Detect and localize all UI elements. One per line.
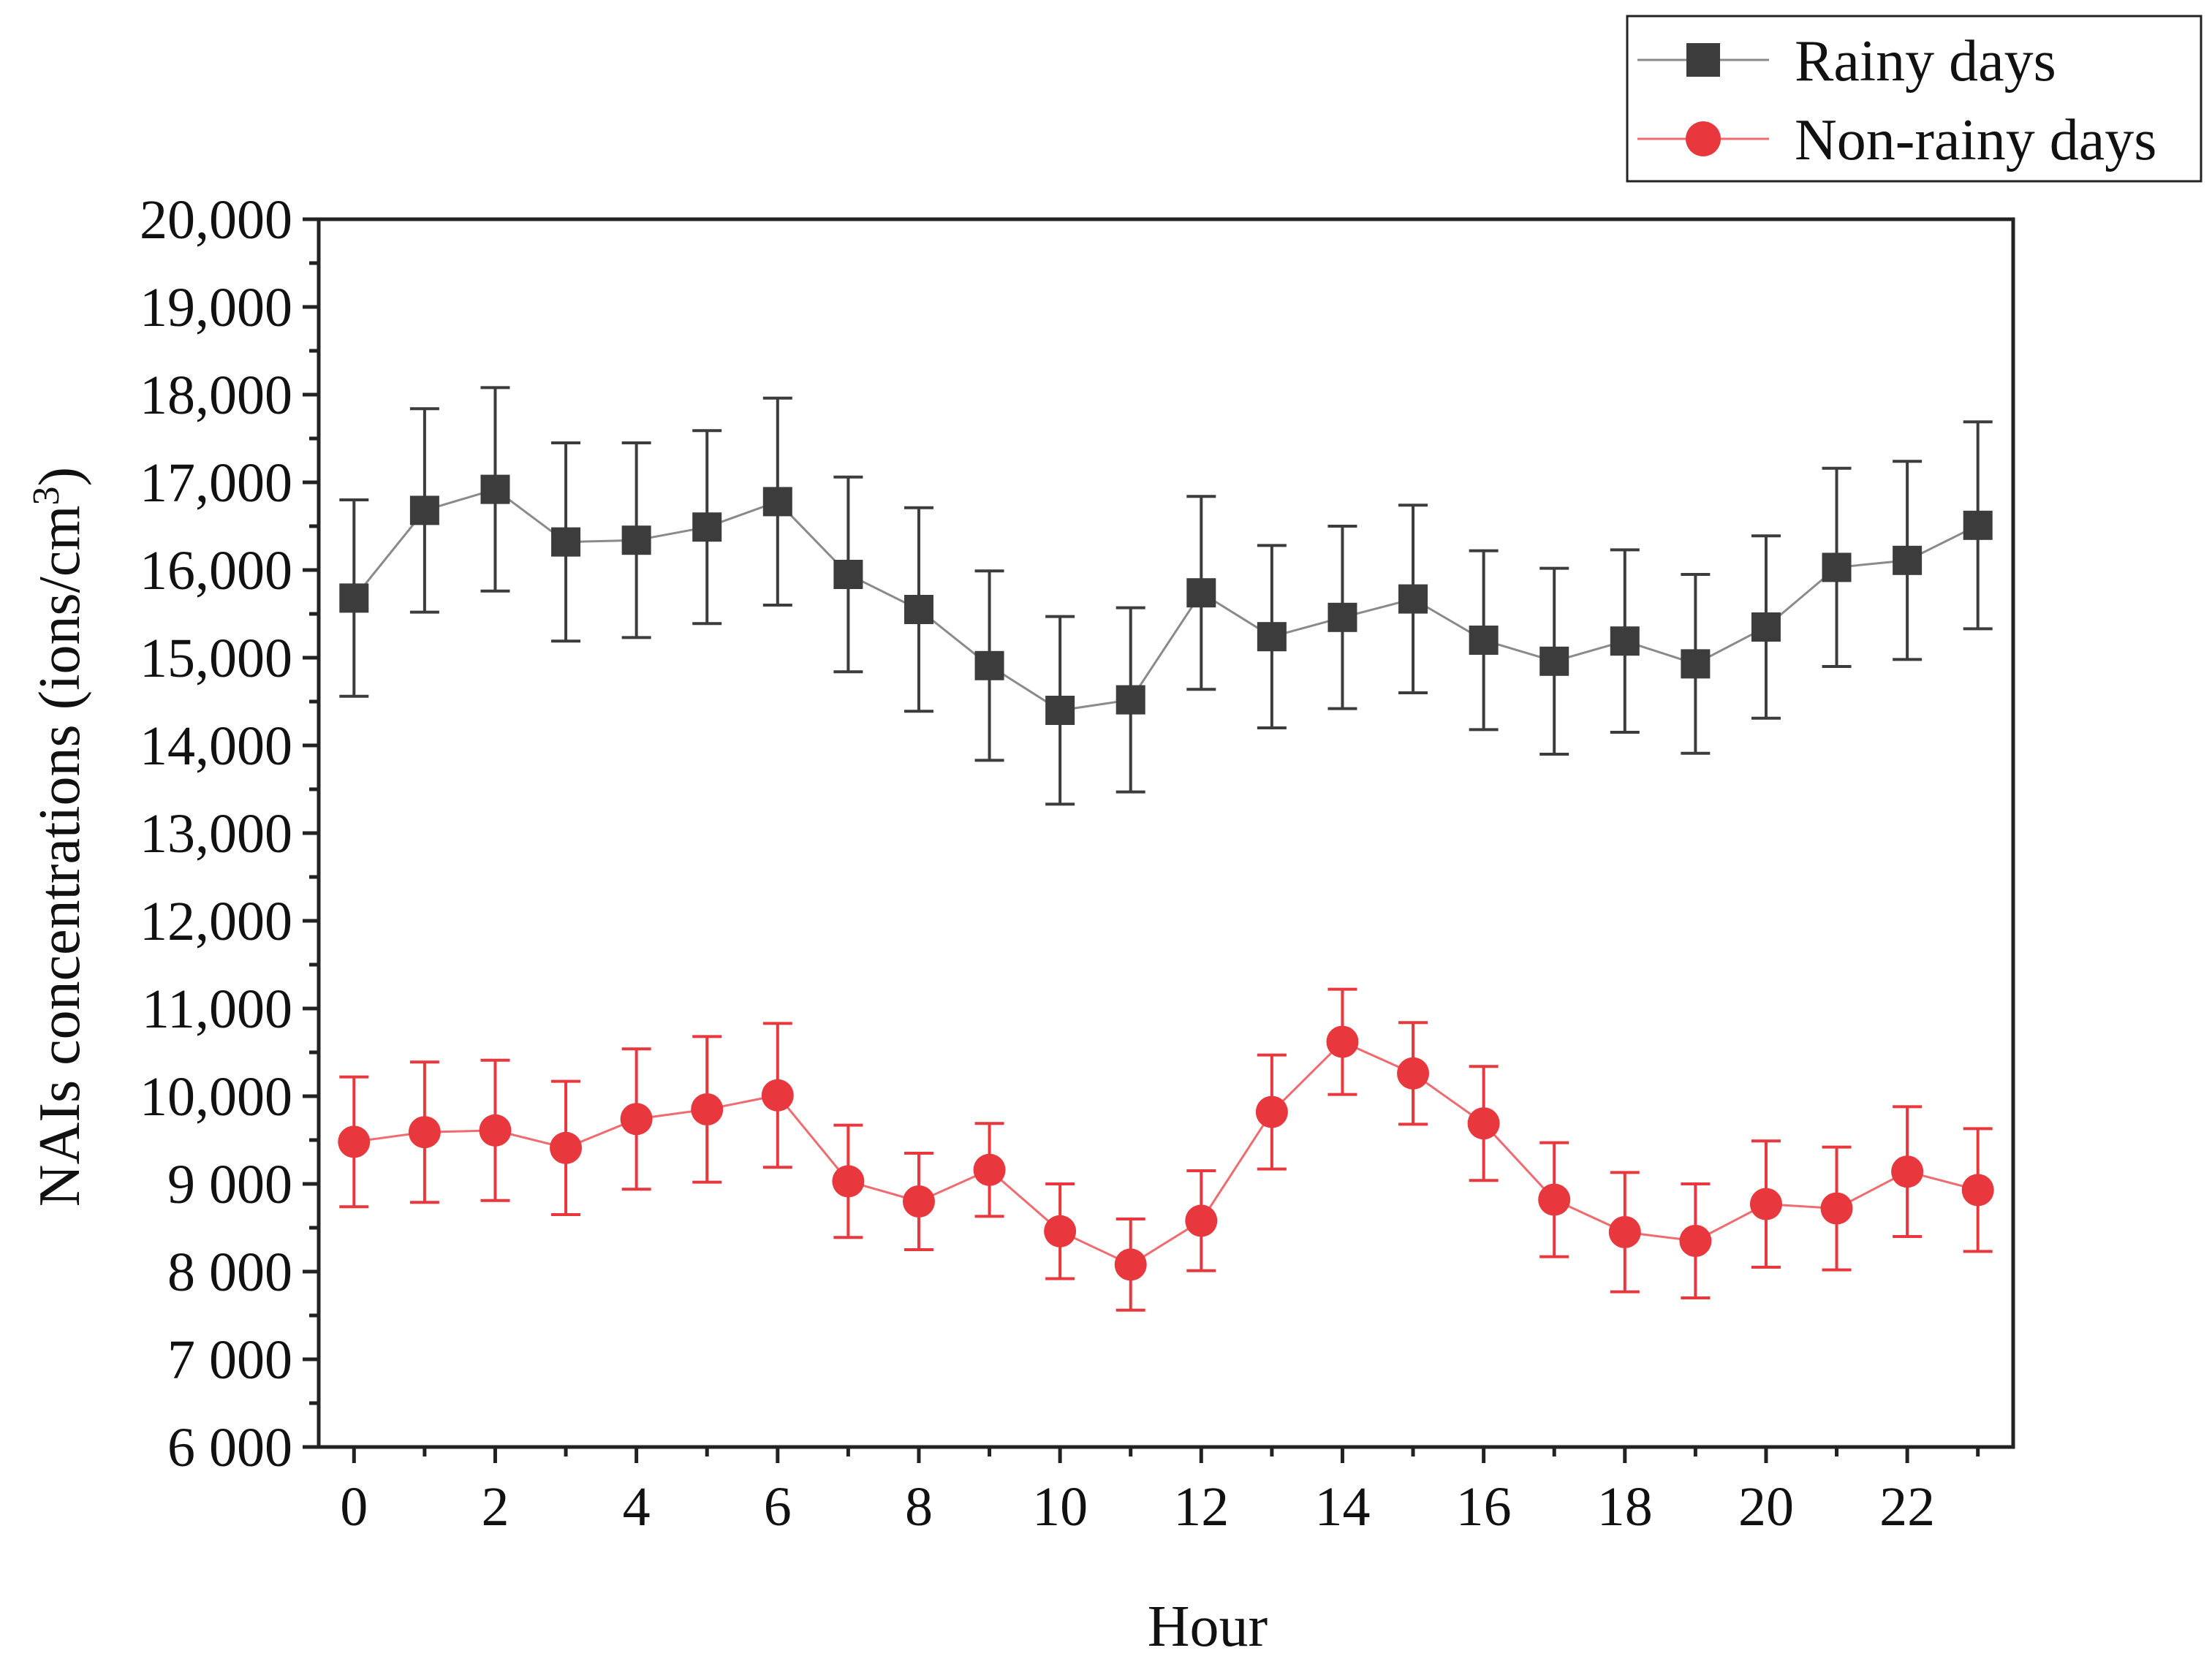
data-point-rainy xyxy=(762,487,792,517)
data-point-nonrainy xyxy=(1961,1174,1994,1207)
data-point-nonrainy xyxy=(550,1131,583,1164)
data-point-rainy xyxy=(1327,602,1357,632)
y-tick-label: 15,000 xyxy=(140,628,292,689)
data-point-nonrainy xyxy=(1679,1225,1712,1257)
data-point-nonrainy xyxy=(1749,1188,1782,1220)
y-tick-label: 11,000 xyxy=(142,979,292,1040)
legend-marker-nonrainy xyxy=(1686,121,1721,156)
x-tick-label: 2 xyxy=(481,1476,509,1538)
x-tick-label: 16 xyxy=(1456,1476,1512,1538)
data-point-rainy xyxy=(480,474,510,504)
data-point-rainy xyxy=(1186,578,1216,608)
data-point-nonrainy xyxy=(1255,1095,1288,1128)
data-point-nonrainy xyxy=(1467,1107,1500,1140)
y-tick-label: 9 000 xyxy=(167,1154,292,1215)
legend-box xyxy=(1626,15,2202,183)
data-point-nonrainy xyxy=(1397,1057,1430,1090)
y-tick-label: 18,000 xyxy=(140,365,292,426)
data-point-nonrainy xyxy=(1114,1248,1147,1281)
y-tick-label: 14,000 xyxy=(140,715,292,777)
y-axis-title: NAIs concentrations (ions/cm3) xyxy=(26,467,93,1207)
data-point-rainy xyxy=(1469,626,1499,655)
y-tick-label: 13,000 xyxy=(140,803,292,865)
data-point-nonrainy xyxy=(1044,1215,1077,1247)
data-point-rainy xyxy=(1681,649,1711,679)
series-nonrainy xyxy=(338,987,1994,1312)
data-point-rainy xyxy=(974,650,1004,680)
y-tick-label: 17,000 xyxy=(140,452,292,514)
data-point-nonrainy xyxy=(1326,1025,1359,1058)
x-tick-label: 8 xyxy=(905,1476,933,1538)
data-point-rainy xyxy=(1893,545,1923,575)
legend-label-rainy: Rainy days xyxy=(1795,29,2056,94)
x-axis: 0 2 4 6 8 10 12 14 16 18 20 22 xyxy=(340,1447,1980,1538)
data-point-rainy xyxy=(1045,696,1075,725)
legend-marker-rainy xyxy=(1686,43,1720,77)
y-tick-label: 8 000 xyxy=(167,1242,292,1303)
data-point-rainy xyxy=(1963,510,1993,540)
plot-area-frame xyxy=(317,217,2015,1449)
data-point-rainy xyxy=(692,512,722,542)
legend: Rainy days Non-rainy days xyxy=(1626,15,2202,183)
y-tick-label: 20,000 xyxy=(140,189,292,251)
data-point-rainy xyxy=(833,560,863,589)
data-point-rainy xyxy=(1822,552,1852,582)
y-tick-label: 10,000 xyxy=(140,1066,292,1128)
data-point-nonrainy xyxy=(973,1153,1006,1186)
x-tick-label: 6 xyxy=(764,1476,792,1538)
data-point-rainy xyxy=(1116,685,1145,715)
series-layer xyxy=(338,386,1994,1312)
data-point-nonrainy xyxy=(902,1185,935,1218)
data-point-rainy xyxy=(1610,626,1640,656)
x-tick-label: 10 xyxy=(1032,1476,1088,1538)
x-tick-label: 14 xyxy=(1314,1476,1370,1538)
y-tick-label: 7 000 xyxy=(167,1329,292,1391)
y-tick-label: 16,000 xyxy=(140,540,292,601)
series-rainy xyxy=(339,386,1993,806)
data-point-nonrainy xyxy=(1820,1192,1853,1225)
data-point-rainy xyxy=(1751,612,1781,642)
data-point-nonrainy xyxy=(832,1165,865,1198)
x-tick-label: 4 xyxy=(623,1476,651,1538)
data-point-nonrainy xyxy=(408,1116,441,1149)
data-point-nonrainy xyxy=(1185,1204,1218,1237)
data-point-nonrainy xyxy=(1538,1183,1571,1216)
y-axis: 6 000 7 000 8 000 9 000 10,000 11,000 12,000 13… xyxy=(140,189,319,1478)
y-axis-title-main: NAIs concentrations (ions/cm xyxy=(28,505,92,1207)
x-tick-label: 18 xyxy=(1597,1476,1653,1538)
y-tick-label: 19,000 xyxy=(140,277,292,338)
x-axis-title: Hour xyxy=(1148,1595,1268,1656)
data-point-rainy xyxy=(1398,584,1428,614)
y-tick-label: 6 000 xyxy=(167,1417,292,1478)
data-point-nonrainy xyxy=(1608,1216,1641,1248)
data-point-nonrainy xyxy=(761,1079,794,1112)
data-point-nonrainy xyxy=(338,1125,371,1158)
data-point-nonrainy xyxy=(620,1103,653,1136)
data-point-rainy xyxy=(409,495,439,525)
y-tick-label: 12,000 xyxy=(140,891,292,952)
y-axis-title-superscript: 3 xyxy=(26,486,67,505)
y-axis-title-close: ) xyxy=(28,467,92,487)
data-point-rainy xyxy=(1257,622,1287,652)
x-tick-label: 22 xyxy=(1879,1476,1935,1538)
data-point-nonrainy xyxy=(1891,1155,1924,1188)
data-point-rainy xyxy=(339,583,369,613)
x-tick-label: 20 xyxy=(1738,1476,1794,1538)
x-tick-label: 12 xyxy=(1173,1476,1229,1538)
x-tick-label: 0 xyxy=(340,1476,368,1538)
legend-label-nonrainy: Non-rainy days xyxy=(1795,108,2156,172)
data-point-rainy xyxy=(1539,646,1569,676)
data-point-rainy xyxy=(551,527,581,557)
data-point-nonrainy xyxy=(479,1114,512,1147)
data-point-rainy xyxy=(621,525,651,555)
data-point-rainy xyxy=(904,595,933,624)
data-point-nonrainy xyxy=(691,1093,724,1125)
